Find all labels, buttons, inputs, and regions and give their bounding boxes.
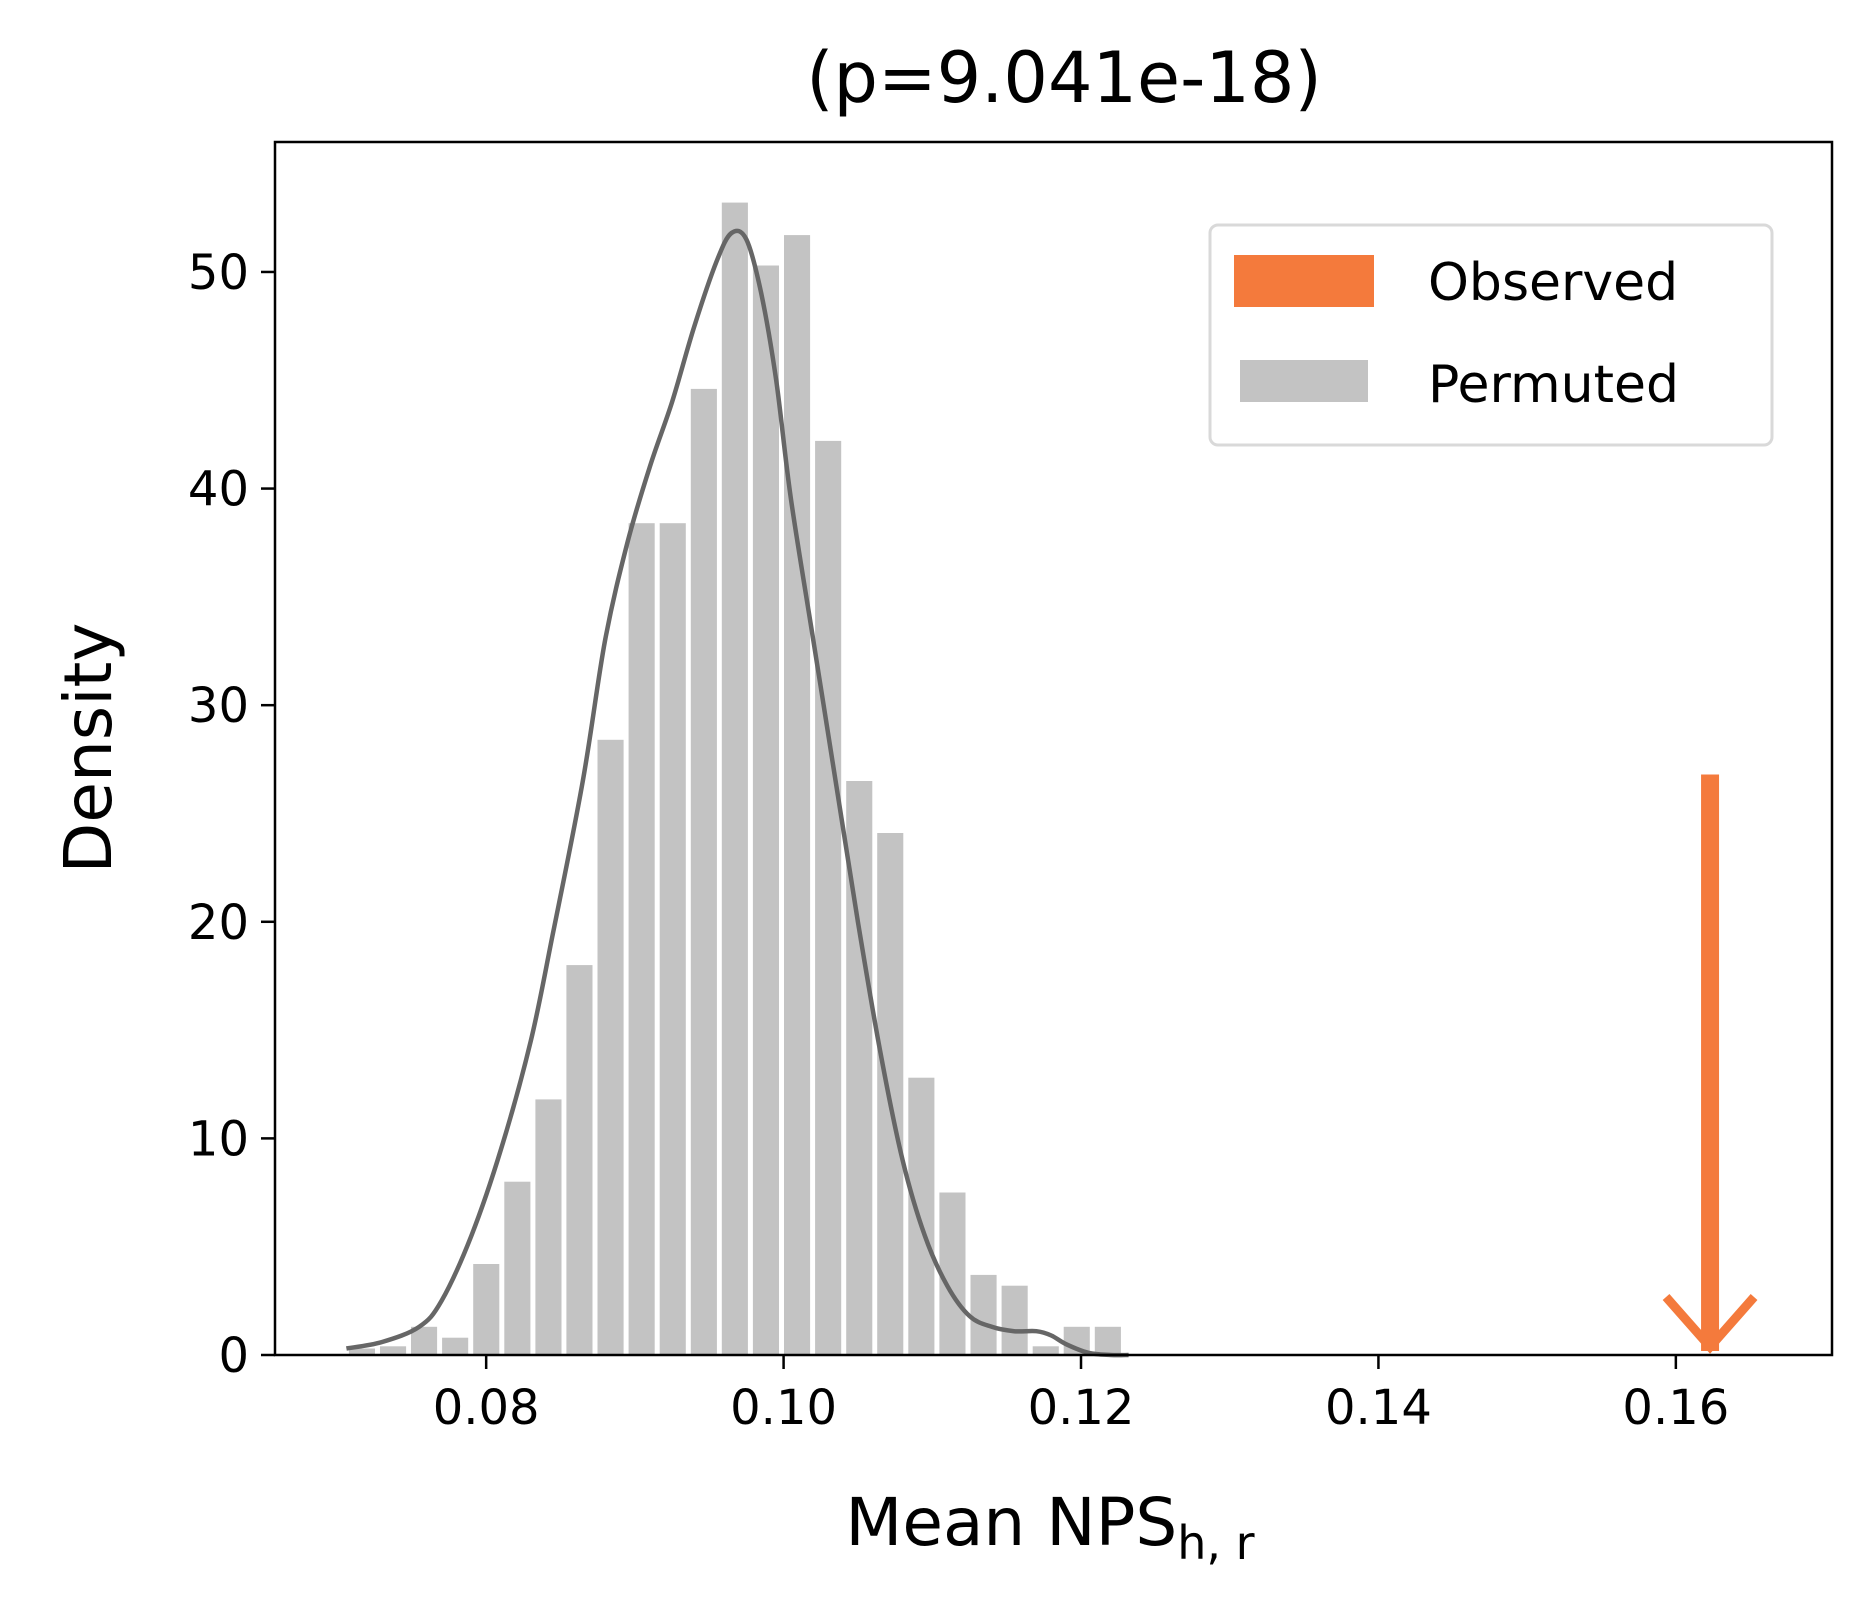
histogram-bar <box>504 1181 531 1355</box>
histogram-bar <box>628 523 655 1355</box>
x-tick-label: 0.12 <box>1028 1380 1135 1436</box>
x-axis-label-main: Mean NPS <box>845 1484 1177 1561</box>
legend-label-observed: Observed <box>1428 253 1678 313</box>
plot-area-frame <box>273 140 1834 1357</box>
x-tick-label: 0.08 <box>433 1380 540 1436</box>
y-axis-label: Density <box>50 623 127 874</box>
histogram-bar <box>1094 1326 1121 1355</box>
histogram-bar <box>970 1274 997 1355</box>
histogram-bar <box>659 523 686 1355</box>
chart-title: (p=9.041e-18) <box>806 37 1322 119</box>
histogram-bar <box>721 202 748 1356</box>
histogram-bar <box>597 739 624 1355</box>
y-tick-label: 50 <box>188 245 249 301</box>
histogram-bar <box>473 1264 500 1355</box>
y-tick-label: 40 <box>188 462 249 518</box>
histogram-bars <box>348 202 1121 1356</box>
x-axis-label-subscript: h, r <box>1177 1516 1254 1570</box>
legend: Observed Permuted <box>1208 223 1774 447</box>
observed-arrow <box>1662 774 1758 1354</box>
histogram-bar <box>348 1348 375 1355</box>
histogram-bar <box>752 265 779 1355</box>
histogram-bar <box>815 440 842 1355</box>
legend-swatch-observed <box>1234 255 1374 307</box>
histogram-bar <box>380 1346 407 1355</box>
histogram-bar <box>566 965 593 1355</box>
histogram-bar <box>1032 1346 1059 1355</box>
legend-label-permuted: Permuted <box>1428 355 1679 415</box>
histogram-bar <box>939 1192 966 1355</box>
x-axis-label: Mean NPSh, r <box>845 1484 1254 1570</box>
x-tick-label: 0.10 <box>730 1380 837 1436</box>
x-axis-ticks: 0.08 0.10 0.12 0.14 0.16 <box>433 1355 1729 1436</box>
observed-arrow-head <box>1662 1294 1758 1354</box>
histogram-bar <box>442 1337 469 1355</box>
y-tick-label: 0 <box>218 1328 249 1384</box>
legend-swatch-permuted <box>1240 360 1368 402</box>
kde-curve <box>345 228 1129 1358</box>
histogram-bar <box>908 1077 935 1355</box>
y-tick-label: 30 <box>188 678 249 734</box>
histogram-bar <box>1001 1285 1028 1355</box>
histogram-bar <box>690 388 717 1355</box>
x-tick-label: 0.14 <box>1325 1380 1432 1436</box>
x-tick-label: 0.16 <box>1622 1380 1729 1436</box>
histogram-bar <box>784 235 811 1356</box>
y-tick-label: 20 <box>188 895 249 951</box>
histogram-bar <box>535 1099 562 1355</box>
y-tick-label: 10 <box>188 1111 249 1167</box>
y-axis-ticks: 0 10 20 30 40 50 <box>188 245 275 1384</box>
